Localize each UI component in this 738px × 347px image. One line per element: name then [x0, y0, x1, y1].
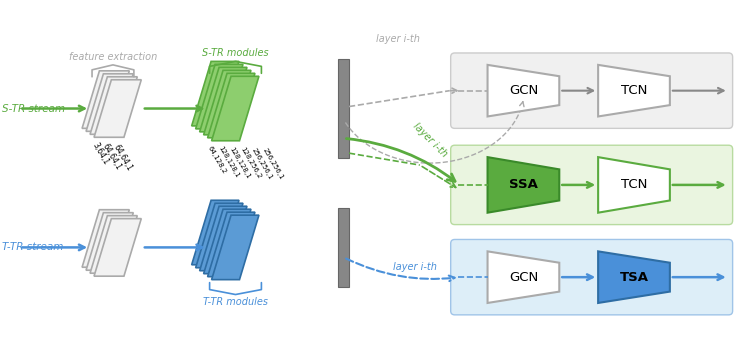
Text: layer i-th: layer i-th: [393, 262, 437, 272]
FancyBboxPatch shape: [451, 53, 733, 128]
Text: T-TR modules: T-TR modules: [203, 297, 268, 307]
Polygon shape: [207, 212, 255, 277]
Polygon shape: [488, 157, 559, 213]
Polygon shape: [82, 71, 129, 128]
Polygon shape: [598, 157, 670, 213]
Polygon shape: [204, 209, 251, 274]
Polygon shape: [488, 251, 559, 303]
Polygon shape: [94, 219, 141, 276]
Polygon shape: [192, 61, 239, 126]
Polygon shape: [212, 76, 259, 141]
Polygon shape: [86, 213, 134, 270]
Polygon shape: [200, 206, 247, 271]
Polygon shape: [90, 77, 137, 134]
Polygon shape: [82, 210, 129, 267]
Text: 64,128,2: 64,128,2: [207, 145, 227, 175]
Text: GCN: GCN: [508, 84, 538, 97]
FancyBboxPatch shape: [451, 239, 733, 315]
Polygon shape: [196, 203, 243, 268]
Text: 128,128,1: 128,128,1: [229, 146, 252, 180]
Polygon shape: [94, 80, 141, 137]
Text: 256,256,1: 256,256,1: [261, 147, 284, 181]
Text: 128,128,1: 128,128,1: [218, 145, 241, 179]
Polygon shape: [90, 215, 137, 273]
Polygon shape: [196, 65, 243, 129]
Polygon shape: [488, 65, 559, 117]
Text: S-TR stream: S-TR stream: [2, 103, 66, 113]
Text: TCN: TCN: [621, 84, 647, 97]
Text: layer i-th: layer i-th: [411, 121, 449, 159]
Text: 128,256,2: 128,256,2: [240, 146, 263, 180]
Text: 256,256,1: 256,256,1: [250, 147, 273, 180]
Text: layer i-th: layer i-th: [376, 34, 420, 44]
Polygon shape: [192, 200, 239, 265]
Text: S-TR modules: S-TR modules: [202, 49, 269, 58]
Polygon shape: [598, 251, 670, 303]
Text: TSA: TSA: [619, 271, 649, 283]
Text: 64,64,1: 64,64,1: [112, 143, 134, 173]
Text: GCN: GCN: [508, 271, 538, 283]
Text: SSA: SSA: [509, 178, 538, 192]
Polygon shape: [86, 74, 134, 132]
Polygon shape: [204, 70, 251, 135]
Text: 64,64,1: 64,64,1: [101, 142, 123, 172]
Text: feature extraction: feature extraction: [69, 52, 157, 62]
Text: TCN: TCN: [621, 178, 647, 192]
Text: 3,64,1: 3,64,1: [90, 141, 110, 167]
Polygon shape: [598, 65, 670, 117]
Bar: [338, 59, 349, 158]
Polygon shape: [212, 215, 259, 280]
FancyBboxPatch shape: [451, 145, 733, 225]
Bar: [338, 208, 349, 287]
Polygon shape: [200, 67, 247, 132]
Polygon shape: [207, 73, 255, 138]
Text: T-TR stream: T-TR stream: [2, 243, 63, 252]
